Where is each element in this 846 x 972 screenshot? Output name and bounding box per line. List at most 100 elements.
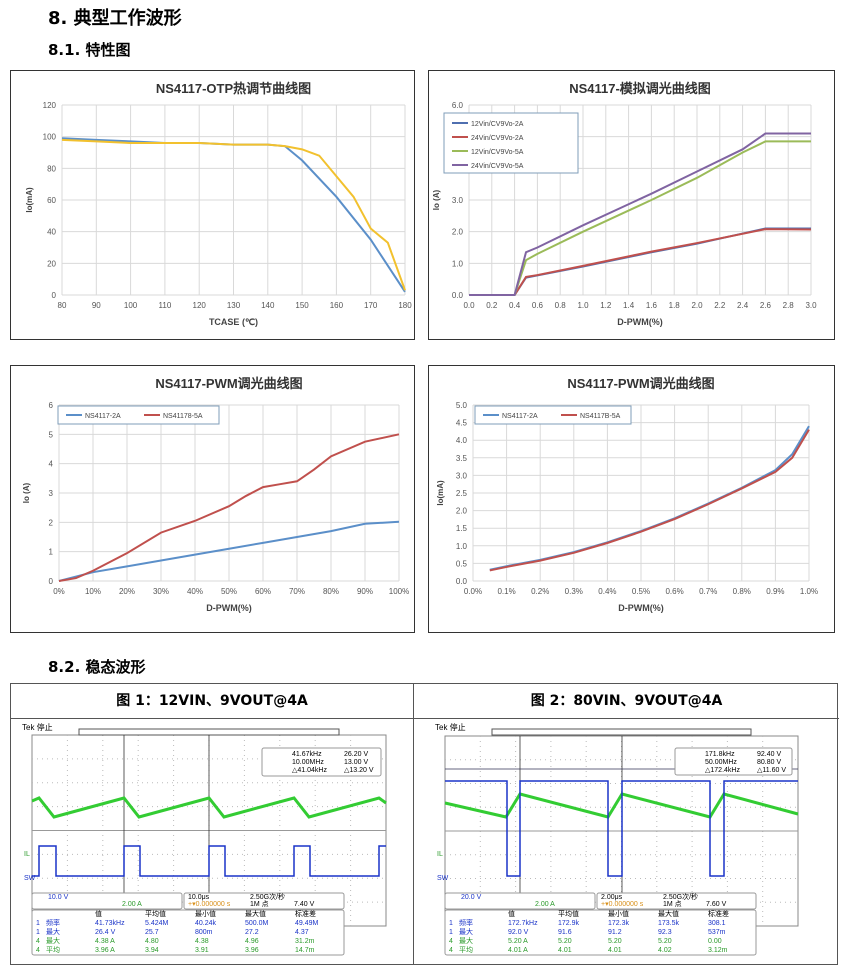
x-tick-label: 10% bbox=[85, 587, 101, 596]
x-tick-label: 1.2 bbox=[600, 301, 612, 310]
x-tick-label: 0.4 bbox=[509, 301, 521, 310]
record-length: 1M 点 bbox=[250, 901, 269, 908]
timebase: 10.0μs bbox=[188, 894, 210, 901]
y-axis-label: Io (A) bbox=[432, 189, 441, 210]
measurement-value: 0.00 bbox=[708, 938, 722, 945]
chart-title: NS4117-模拟调光曲线图 bbox=[569, 81, 711, 96]
cursor-value: 50.00MHz bbox=[705, 759, 737, 766]
measurement-table-box bbox=[31, 909, 345, 956]
channel-badge: 4 bbox=[36, 947, 40, 954]
y-tick-label: 4.0 bbox=[456, 436, 468, 445]
y-axis-label: Io(mA) bbox=[25, 187, 34, 213]
measurement-value: 172.3k bbox=[608, 920, 630, 927]
channel-label-il: IL bbox=[24, 851, 30, 858]
measurement-header: 标准差 bbox=[708, 911, 729, 918]
legend-label: NS4117-2A bbox=[85, 413, 121, 420]
y-tick-label: 2.0 bbox=[456, 507, 468, 516]
x-tick-label: 2.6 bbox=[760, 301, 772, 310]
y-tick-label: 0.5 bbox=[456, 559, 468, 568]
x-tick-label: 80% bbox=[323, 587, 339, 596]
y-tick-label: 3 bbox=[49, 489, 54, 498]
measurement-value: 14.7m bbox=[295, 947, 315, 954]
measurement-value: 40.24k bbox=[195, 920, 217, 927]
measurement-header: 最大值 bbox=[245, 911, 266, 918]
series-line-1 bbox=[469, 228, 812, 296]
scope-brand-status: Tek 停止 bbox=[22, 723, 53, 732]
measurement-name: 最大 bbox=[459, 938, 473, 945]
vertical-readout-box bbox=[31, 892, 183, 910]
measurement-value: 91.2 bbox=[608, 929, 622, 936]
x-tick-label: 90 bbox=[92, 301, 101, 310]
y-tick-label: 1 bbox=[49, 548, 54, 557]
y-tick-label: 0.0 bbox=[452, 291, 464, 300]
y-tick-label: 2.0 bbox=[452, 228, 464, 237]
y-tick-label: 3.0 bbox=[452, 196, 464, 205]
x-tick-label: 0.7% bbox=[699, 587, 717, 596]
channel-badge: 1 bbox=[36, 929, 40, 936]
x-tick-label: 60% bbox=[255, 587, 271, 596]
measurement-value: 4.02 bbox=[658, 947, 672, 954]
measurement-value: 4.01 bbox=[608, 947, 622, 954]
y-tick-label: 0 bbox=[49, 577, 54, 586]
channel-badge: 1 bbox=[449, 920, 453, 927]
cursor-value: 171.8kHz bbox=[705, 751, 735, 758]
cursor-value: 10.00MHz bbox=[292, 759, 324, 766]
measurement-header: 平均值 bbox=[558, 911, 579, 918]
measurement-header: 标准差 bbox=[295, 911, 316, 918]
cursor-value: △172.4kHz bbox=[705, 767, 740, 774]
measurement-name: 频率 bbox=[46, 920, 60, 927]
channel-badge: 4 bbox=[36, 938, 40, 945]
measurement-value: 537m bbox=[708, 929, 726, 936]
chart-title: NS4117-PWM调光曲线图 bbox=[567, 376, 714, 391]
ch1-scale: 10.0 V bbox=[48, 894, 69, 901]
timebase: 2.00μs bbox=[601, 894, 623, 901]
y-tick-label: 6.0 bbox=[452, 101, 464, 110]
chart-otp-thermal: NS4117-OTP热调节曲线图 80 90 100 110 120 130 140 150 16… bbox=[10, 70, 415, 340]
x-tick-label: 0% bbox=[53, 587, 65, 596]
subsection-heading-characteristics: 8.1. 特性图 bbox=[48, 41, 131, 59]
ch4-inductor-current-trace bbox=[444, 792, 799, 819]
measurement-value: 31.2m bbox=[295, 938, 315, 945]
measurement-value: 92.0 V bbox=[508, 929, 529, 936]
measurement-value: 173.5k bbox=[658, 920, 680, 927]
x-tick-label: 0.0 bbox=[463, 301, 475, 310]
measurement-value: 172.7kHz bbox=[508, 920, 538, 927]
waveform-title: 图 2：80VIN、9VOUT@4A bbox=[414, 684, 839, 719]
measurement-header: 值 bbox=[508, 911, 515, 918]
cursor-value: △11.60 V bbox=[757, 767, 786, 774]
measurement-value: 25.7 bbox=[145, 929, 159, 936]
measurement-header: 最小值 bbox=[195, 911, 216, 918]
scope-brand-status: Tek 停止 bbox=[435, 723, 466, 732]
x-tick-label: 0.8% bbox=[733, 587, 751, 596]
y-tick-label: 100 bbox=[43, 133, 57, 142]
y-tick-label: 20 bbox=[47, 259, 56, 268]
x-tick-label: 2.0 bbox=[691, 301, 703, 310]
ch4-scale: 2.00 A bbox=[122, 901, 142, 908]
measurement-value: 5.20 bbox=[658, 938, 672, 945]
waveform-table: 图 1：12VIN、9VOUT@4A Tek 停止 IL SW 41.67kHz 26.… bbox=[10, 683, 839, 965]
measurement-name: 平均 bbox=[459, 947, 473, 954]
x-axis-label: TCASE (℃) bbox=[209, 317, 258, 327]
measurement-value: 4.01 A bbox=[508, 947, 528, 954]
x-tick-label: 0.6 bbox=[532, 301, 544, 310]
legend-label: NS4117B-5A bbox=[580, 413, 621, 420]
measurement-header: 平均值 bbox=[145, 911, 166, 918]
x-tick-label: 100 bbox=[124, 301, 138, 310]
x-tick-label: 3.0 bbox=[805, 301, 817, 310]
cursor-readout-box bbox=[261, 747, 382, 777]
measurement-value: 4.01 bbox=[558, 947, 572, 954]
x-tick-label: 1.0% bbox=[800, 587, 818, 596]
series-line-1 bbox=[61, 138, 406, 291]
measurement-value: 27.2 bbox=[245, 929, 259, 936]
measurement-value: 92.3 bbox=[658, 929, 672, 936]
x-tick-label: 0.2 bbox=[486, 301, 498, 310]
x-tick-label: 80 bbox=[58, 301, 67, 310]
channel-badge: 4 bbox=[449, 947, 453, 954]
y-tick-label: 1.0 bbox=[456, 542, 468, 551]
trigger-level: 7.40 V bbox=[294, 901, 315, 908]
x-tick-label: 160 bbox=[330, 301, 344, 310]
measurement-name: 最大 bbox=[459, 929, 473, 936]
measurement-value: 4.37 bbox=[295, 929, 309, 936]
measurement-value: 91.6 bbox=[558, 929, 572, 936]
cursor-readout-box bbox=[674, 747, 793, 776]
